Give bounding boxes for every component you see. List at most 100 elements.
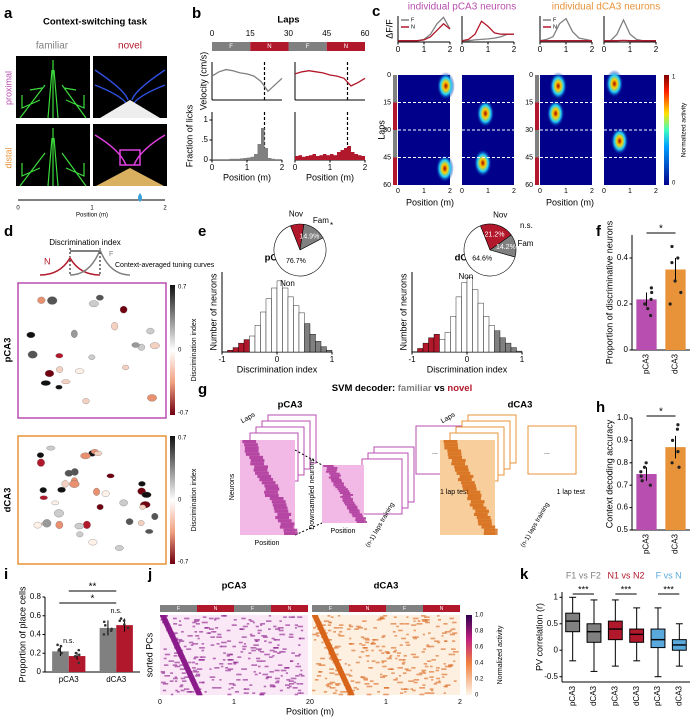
heatmap-cell [371, 643, 376, 645]
heatmap-cell [245, 452, 260, 456]
heatmap-cell [179, 649, 184, 652]
x-tick-label: 1 [520, 355, 525, 364]
heatmap-cell [181, 631, 184, 633]
point [679, 290, 683, 295]
heatmap-cell [334, 673, 340, 676]
heatmap-cell [258, 665, 261, 668]
cell [114, 545, 124, 551]
heatmap-cell [387, 652, 391, 654]
pie-slice [480, 223, 512, 251]
heatmap-cell [369, 680, 374, 682]
heatmap-cell [467, 493, 482, 497]
heatmap-cell [406, 633, 409, 636]
label: proximal [3, 71, 13, 105]
heatmap-cell [387, 668, 393, 670]
line [461, 20, 514, 42]
heatmap-cell [393, 679, 398, 681]
heatmap-cell [250, 462, 265, 466]
cell [54, 509, 64, 518]
line [398, 16, 451, 42]
heatmap-cell [376, 619, 382, 621]
title: individual dCA3 neurons [552, 2, 660, 13]
heatmap-cell [338, 693, 344, 696]
heatmap-cell [170, 637, 177, 640]
bar [298, 155, 302, 160]
heatmap-cell [169, 680, 174, 682]
heatmap-cell [355, 625, 361, 628]
heatmap-cell [326, 645, 333, 648]
heatmap-cell [269, 671, 274, 673]
heatmap-cell [214, 667, 220, 669]
heatmap-cell [345, 688, 352, 690]
heatmap-cell [333, 653, 339, 656]
panel-label: b [192, 5, 201, 22]
heatmap-cell [412, 636, 417, 638]
lap-block-label: N [344, 44, 348, 50]
heatmap-cell [337, 633, 341, 636]
y-axis-label: Proportion of discriminative neurons [604, 220, 614, 364]
heatmap-cell [324, 647, 328, 649]
heatmap-cell [294, 693, 298, 696]
lap-block [349, 605, 386, 612]
bar [265, 298, 272, 353]
bar [226, 159, 230, 160]
heatmap-cell [324, 640, 327, 642]
heatmap-cell [222, 659, 226, 661]
heatmap-cell [343, 683, 350, 685]
bar [337, 152, 341, 160]
bar [215, 159, 219, 160]
y-tick-label: 0.6 [30, 611, 42, 620]
x-tick-label: dCA3 [589, 685, 598, 706]
heatmap-cell [249, 620, 254, 622]
cell [131, 342, 140, 348]
y-tick-label: 0.8 [30, 592, 42, 601]
heatmap-cell [223, 652, 226, 654]
heatmap-cell [318, 664, 321, 666]
heatmap-cell [459, 474, 474, 478]
cell [46, 445, 56, 451]
heatmap-cell [343, 684, 346, 686]
heatmap-cell [280, 522, 295, 526]
x-tick-label: 1 [232, 699, 236, 706]
heatmap-cell [331, 480, 342, 483]
heatmap-cell [443, 623, 448, 625]
heatmap-cell [204, 691, 207, 693]
heatmap-cell [184, 668, 191, 670]
bar [361, 156, 365, 160]
x-tick-label: 0 [460, 188, 464, 195]
heatmap-cell [264, 653, 270, 656]
bar [444, 332, 451, 353]
vr-floor [100, 100, 160, 118]
heatmap-cell [277, 664, 283, 666]
heatmap-cell [264, 665, 269, 668]
heatmap-cell [393, 616, 397, 618]
heatmap-blob [546, 99, 565, 128]
cell [71, 329, 78, 338]
heatmap-cell [175, 648, 182, 650]
heatmap-cell [316, 624, 323, 626]
heatmap-cell [296, 683, 300, 685]
point-deco [118, 619, 122, 623]
heatmap-cell [201, 656, 206, 658]
heatmap-cell [328, 652, 333, 654]
y-tick-label: 15 [383, 99, 391, 106]
box [586, 623, 602, 643]
heatmap-cell [397, 681, 403, 684]
heatmap-cell [274, 639, 280, 641]
heatmap-cell [269, 685, 275, 688]
heatmap-cell [178, 640, 185, 642]
bar [261, 128, 265, 160]
colorbar-tick: -0.7 [178, 560, 189, 566]
point-deco [60, 651, 63, 655]
colorbar-label: Normalized activity [497, 625, 504, 684]
heatmap-cell [366, 685, 373, 688]
heatmap-cell [259, 693, 265, 696]
colorbar-tick: 0.4 [475, 661, 484, 667]
heatmap-cell [241, 668, 247, 670]
point-deco [57, 649, 60, 652]
heatmap-cell [339, 673, 346, 676]
heatmap-cell [227, 663, 233, 665]
heatmap-cell [333, 657, 338, 660]
heatmap-cell [288, 680, 294, 682]
point [668, 302, 672, 306]
